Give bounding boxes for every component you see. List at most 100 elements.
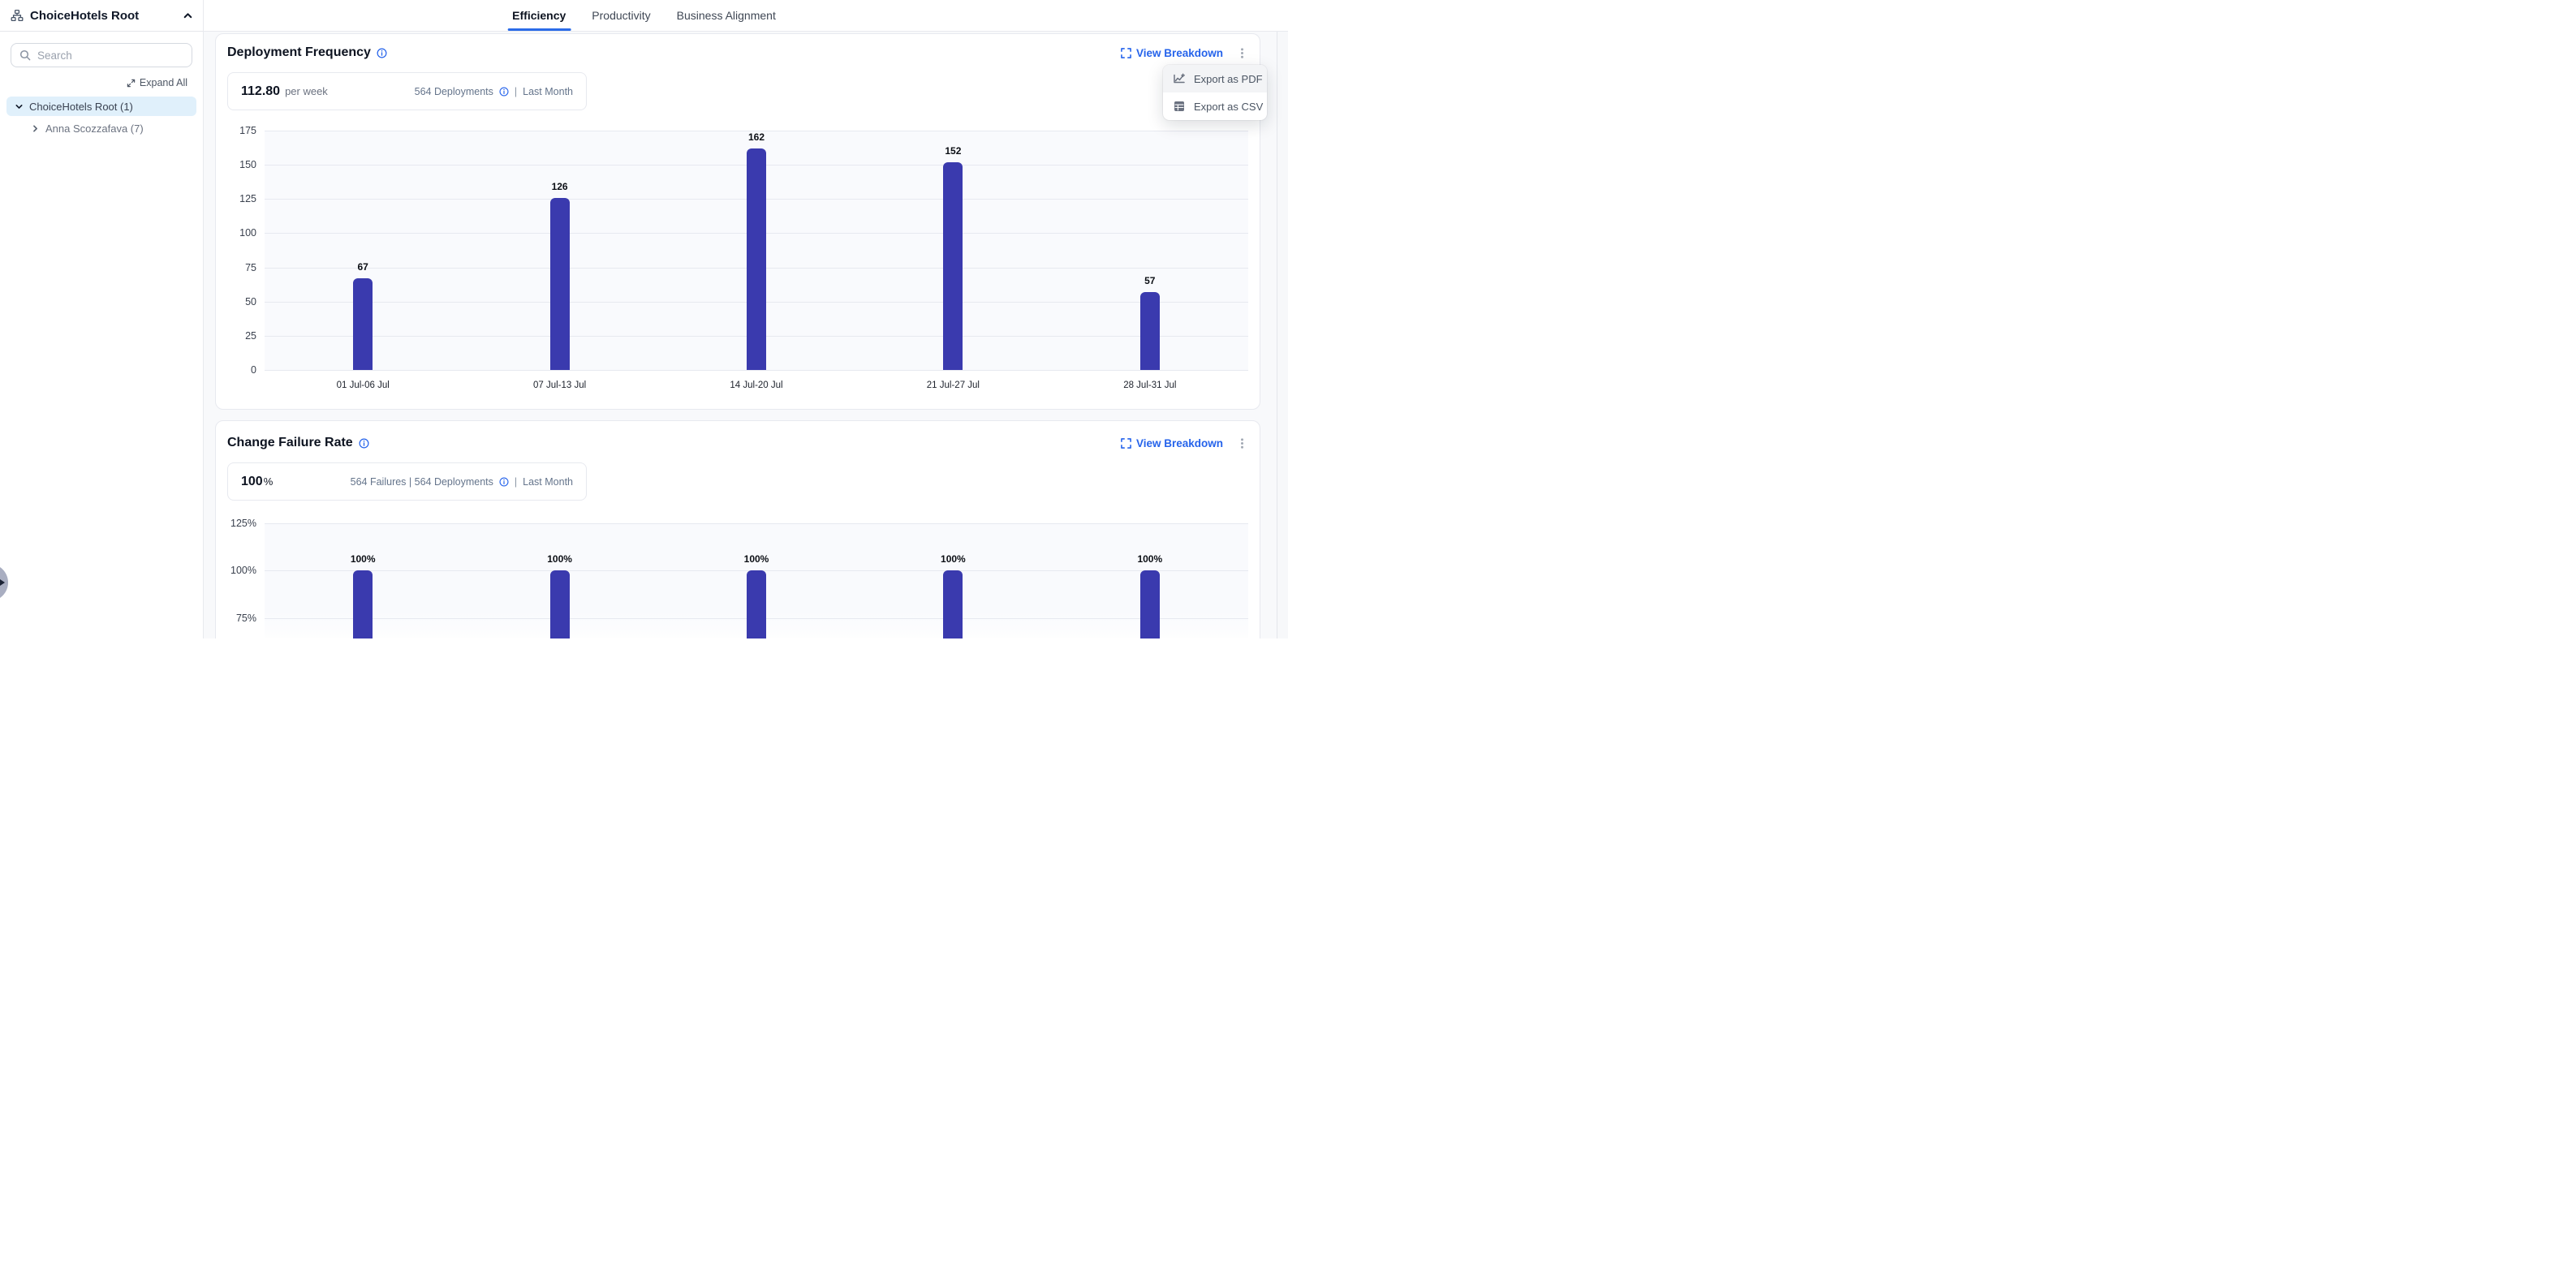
x-tick-label: 01 Jul-06 Jul <box>336 381 390 390</box>
stat-unit: % <box>263 475 274 488</box>
menu-item-label: Export as CSV <box>1194 100 1264 113</box>
bar-value-label: 126 <box>551 180 568 192</box>
expand-all-icon <box>127 79 136 88</box>
bar-value-label: 100% <box>547 553 572 565</box>
play-triangle-icon <box>0 578 5 587</box>
tab-productivity[interactable]: Productivity <box>592 9 651 22</box>
chart-bar[interactable] <box>1139 570 1160 638</box>
menu-item-export-pdf[interactable]: Export as PDF <box>1163 65 1267 92</box>
bar-value-label: 152 <box>945 144 962 157</box>
stat-unit: per week <box>285 84 328 97</box>
chevron-right-icon[interactable] <box>31 124 40 133</box>
panel-expand-handle[interactable] <box>0 564 8 601</box>
y-tick-label: 75 <box>245 261 256 273</box>
chevron-down-icon[interactable] <box>15 102 24 111</box>
stat-period: Last Month <box>523 85 573 97</box>
expand-corners-icon <box>1121 437 1131 449</box>
bar-value-label: 162 <box>747 131 765 143</box>
y-axis: 125% 100% 75% <box>227 518 256 638</box>
tree-item-anna-scozzafava[interactable]: Anna Scozzafava (7) <box>23 118 196 138</box>
expand-all-button[interactable]: Expand All <box>0 77 187 88</box>
stat-meta: 564 Failures | 564 Deployments <box>350 475 493 488</box>
deployment-frequency-card: Deployment Frequency View Breakdown <box>215 33 1260 410</box>
summary-stat-box: 112.80 per week 564 Deployments | Last M… <box>227 72 587 110</box>
chart-bar[interactable] <box>943 161 963 370</box>
y-tick-label: 125% <box>230 518 256 529</box>
tree-item-label: Anna Scozzafava (7) <box>45 122 144 135</box>
info-icon[interactable] <box>359 438 369 449</box>
export-menu: Export as PDF Export as CSV <box>1163 65 1267 120</box>
sidebar-header: ChoiceHotels Root <box>0 0 203 32</box>
org-hierarchy-icon <box>11 9 24 22</box>
gridline <box>265 523 1248 524</box>
info-icon[interactable] <box>499 86 509 97</box>
summary-stat-box: 100 % 564 Failures | 564 Deployments | L… <box>227 462 587 501</box>
tree-item-label: ChoiceHotels Root (1) <box>29 100 133 113</box>
org-tree: ChoiceHotels Root (1) Anna Scozzafava (7… <box>6 97 196 138</box>
chart-bar[interactable] <box>1139 291 1160 370</box>
x-tick-label: 07 Jul-13 Jul <box>532 381 587 390</box>
sidebar: ChoiceHotels Root Expan <box>0 0 204 638</box>
gridline <box>265 370 1248 371</box>
tab-business-alignment[interactable]: Business Alignment <box>676 9 776 22</box>
chart-bar[interactable] <box>747 570 766 638</box>
app-root: Efficiency Productivity Business Alignme… <box>0 0 1288 638</box>
bar-value-label: 57 <box>1144 274 1156 286</box>
menu-item-export-csv[interactable]: Export as CSV <box>1163 92 1267 120</box>
divider: | <box>514 85 518 97</box>
view-breakdown-button[interactable]: View Breakdown <box>1121 47 1223 59</box>
kebab-menu-icon[interactable] <box>1236 47 1248 59</box>
chart-bar[interactable] <box>353 278 373 370</box>
info-icon[interactable] <box>377 48 387 58</box>
main-content: Deployment Frequency View Breakdown <box>204 32 1288 638</box>
y-tick-label: 150 <box>239 159 256 171</box>
expand-all-label: Expand All <box>139 77 187 88</box>
chart-bar[interactable] <box>549 197 570 370</box>
view-breakdown-button[interactable]: View Breakdown <box>1121 437 1223 449</box>
card-header: Change Failure Rate View Breakdown <box>227 434 1248 452</box>
search-icon <box>19 49 31 61</box>
chart-bar[interactable] <box>353 570 373 638</box>
scrollbar-gutter[interactable] <box>1277 32 1288 638</box>
tree-item-choicehotels-root[interactable]: ChoiceHotels Root (1) <box>6 97 196 116</box>
stat-period: Last Month <box>523 475 573 488</box>
x-tick-label: 14 Jul-20 Jul <box>730 381 783 390</box>
divider: | <box>514 475 518 488</box>
search-box[interactable] <box>11 43 192 67</box>
sidebar-title: ChoiceHotels Root <box>30 8 140 23</box>
x-tick-label: 28 Jul-31 Jul <box>1123 381 1177 390</box>
card-title: Change Failure Rate <box>227 436 353 449</box>
change-failure-rate-card: Change Failure Rate View Breakdown <box>215 420 1260 638</box>
bar-value-label: 67 <box>357 261 368 273</box>
y-tick-label: 25 <box>245 329 256 342</box>
table-icon <box>1173 100 1186 113</box>
y-tick-label: 0 <box>251 364 256 376</box>
y-axis: 175 150 125 100 75 50 25 0 <box>227 125 256 376</box>
chart-line-plus-icon <box>1173 72 1186 85</box>
y-tick-label: 75% <box>235 612 256 624</box>
bar-value-label: 100% <box>941 553 966 565</box>
view-breakdown-label: View Breakdown <box>1135 46 1223 59</box>
view-breakdown-label: View Breakdown <box>1135 436 1223 449</box>
chart-bar[interactable] <box>943 570 963 638</box>
bar-value-label: 100% <box>743 553 769 565</box>
y-tick-label: 100% <box>230 565 256 577</box>
search-input[interactable] <box>37 49 183 62</box>
tab-efficiency[interactable]: Efficiency <box>507 0 571 31</box>
kebab-menu-icon[interactable] <box>1236 437 1248 449</box>
x-tick-label: 21 Jul-27 Jul <box>926 381 980 390</box>
chevron-up-icon[interactable] <box>183 11 193 21</box>
y-tick-label: 125 <box>239 193 256 205</box>
chart-bar[interactable] <box>549 570 570 638</box>
x-axis: 01 Jul-06 Jul 07 Jul-13 Jul 14 Jul-20 Jul 2… <box>265 370 1248 398</box>
y-tick-label: 100 <box>239 227 256 239</box>
stat-value: 100 <box>241 474 263 488</box>
bar-value-label: 100% <box>1137 553 1163 565</box>
chart-bar[interactable] <box>747 148 766 370</box>
info-icon[interactable] <box>499 476 509 487</box>
sidebar-body: Expand All ChoiceHotels Root (1) Anna Sc… <box>0 43 203 138</box>
y-tick-label: 175 <box>239 125 256 136</box>
deployment-frequency-chart: 175 150 125 100 75 50 25 0 67 126 162 152 57 01 Jul-0… <box>227 125 1248 398</box>
card-header: Deployment Frequency View Breakdown <box>227 44 1248 62</box>
chart-plot-area: 100% 100% 100% 100% 100% <box>265 523 1248 638</box>
